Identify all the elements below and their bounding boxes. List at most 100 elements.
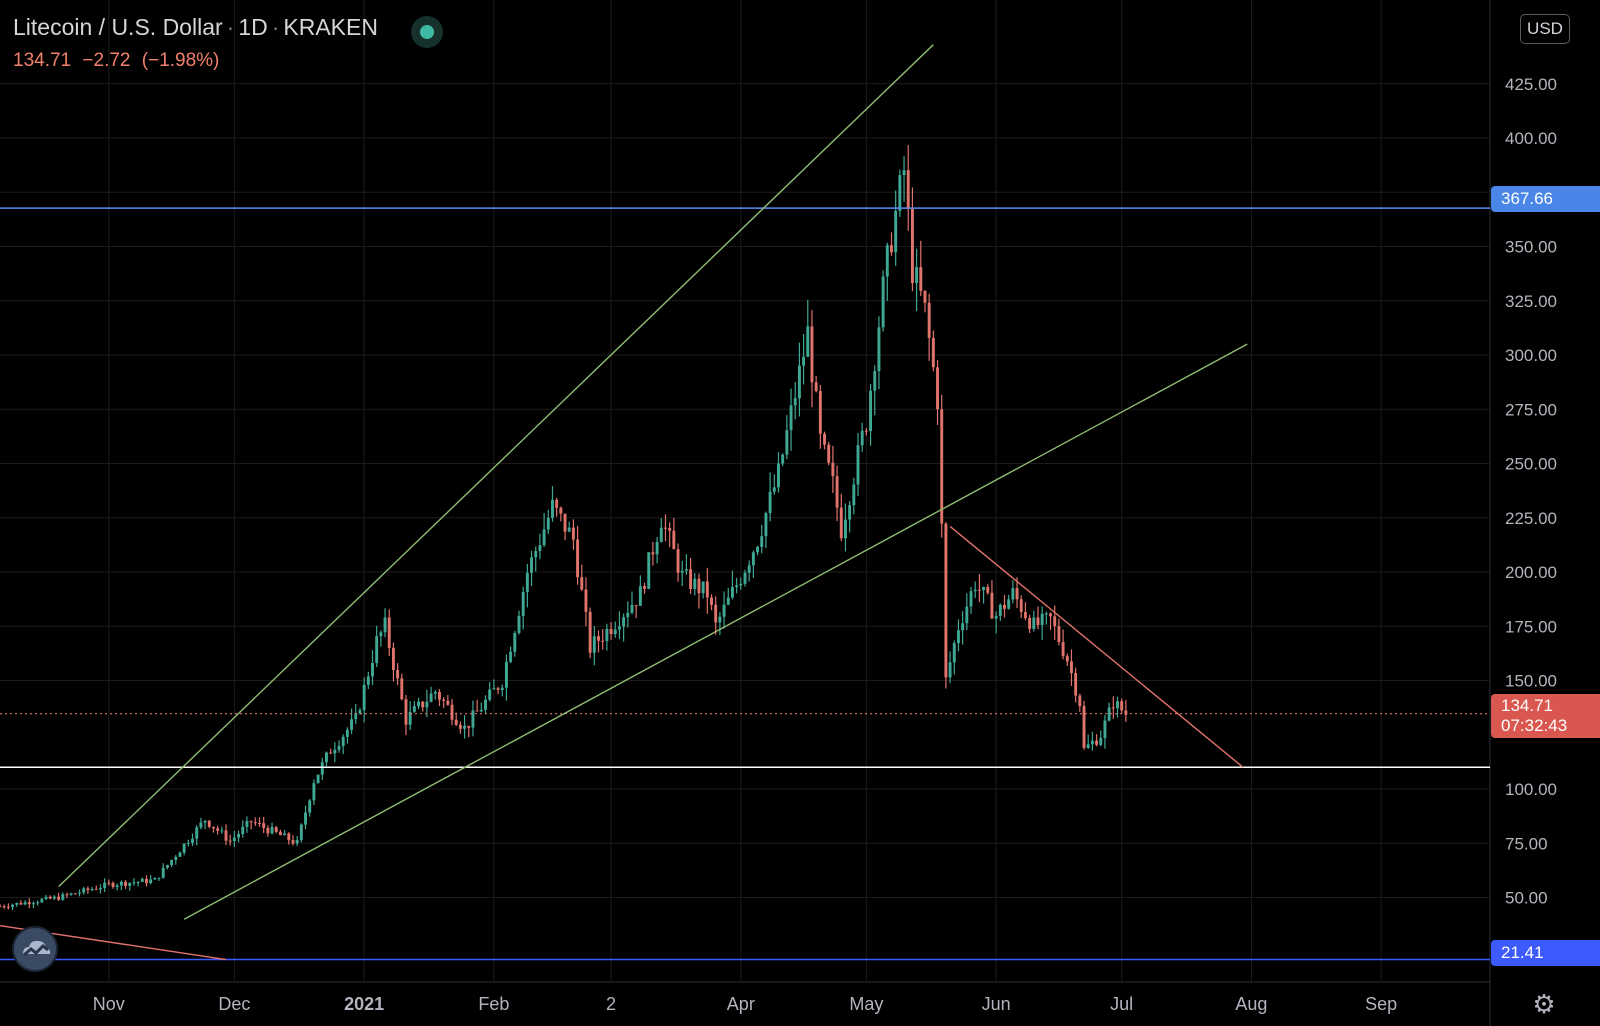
candle-body [341, 736, 345, 747]
candle-body [438, 691, 441, 700]
candle-body [651, 552, 655, 555]
candle-body [90, 889, 94, 891]
candle-body [567, 527, 571, 532]
x-tick-label: Apr [727, 994, 755, 1014]
candle-body [982, 587, 986, 590]
candle-body [927, 302, 931, 338]
symbol-header[interactable]: Litecoin / U.S. Dollar · 1D · KRAKEN [13, 14, 378, 41]
candle-body [647, 552, 651, 589]
candle-body [1053, 616, 1057, 627]
candle-body [517, 615, 521, 634]
candle-body [546, 517, 550, 530]
candle-body [375, 636, 379, 664]
candle-body [140, 878, 144, 882]
candle-body [885, 245, 889, 277]
candle-body [270, 827, 274, 834]
candle-body [898, 175, 902, 211]
candle-body [601, 640, 605, 642]
price-quote: 134.71 −2.72 (−1.98%) [13, 50, 225, 72]
symbol-name: Litecoin / U.S. Dollar [13, 14, 223, 40]
candle-body [902, 170, 906, 176]
candle-body [881, 276, 885, 328]
candle-body [718, 616, 722, 623]
candle-body [396, 670, 400, 679]
candle-body [1099, 738, 1103, 745]
candle-body [785, 430, 789, 455]
candle-body [1103, 720, 1107, 739]
candle-body [241, 826, 245, 834]
candle-body [643, 586, 647, 589]
candle-body [509, 651, 513, 662]
interval-label[interactable]: 1D [238, 14, 268, 40]
candle-body [94, 889, 98, 891]
candle-body [86, 888, 90, 890]
candle-body [1082, 706, 1086, 748]
y-tick-label: 100.00 [1505, 780, 1557, 799]
candle-body [1023, 612, 1027, 619]
candle-body [504, 661, 508, 688]
candle-body [170, 859, 174, 865]
candle-body [823, 433, 826, 445]
candle-body [1095, 740, 1099, 745]
candle-body [559, 507, 563, 514]
candle-body [191, 838, 194, 843]
y-tick-label: 400.00 [1505, 129, 1557, 148]
candle-body [1065, 656, 1069, 662]
candle-body [563, 513, 567, 532]
candle-body [0, 906, 2, 908]
candle-body [6, 906, 10, 908]
candle-body [726, 597, 730, 605]
candle-body [684, 569, 688, 571]
candle-body [245, 821, 249, 827]
candle-body [873, 371, 877, 391]
candle-body [998, 604, 1002, 616]
candle-body [588, 611, 592, 653]
candle-body [19, 902, 23, 905]
candle-body [831, 462, 835, 477]
candle-body [65, 894, 69, 896]
candle-body [751, 552, 755, 566]
resistance-price-label: 367.66 [1491, 186, 1600, 212]
trendline [58, 44, 934, 888]
candle-body [814, 382, 818, 392]
candle-body [571, 527, 575, 540]
candle-body [442, 699, 446, 701]
candle-body [936, 367, 939, 410]
candle-body [919, 267, 923, 291]
candle-body [23, 902, 27, 905]
candle-body [772, 487, 776, 492]
candle-body [107, 882, 111, 884]
candle-body [32, 903, 35, 905]
candle-body [664, 527, 667, 529]
x-tick-label: Dec [218, 994, 250, 1014]
x-tick-label: Feb [478, 994, 509, 1014]
candle-body [195, 827, 199, 839]
candle-body [894, 210, 898, 253]
candle-body [555, 499, 559, 508]
candle-body [274, 827, 278, 832]
currency-button[interactable]: USD [1520, 14, 1570, 44]
candle-body [345, 729, 349, 737]
trendline [183, 343, 1248, 920]
y-tick-label: 325.00 [1505, 292, 1557, 311]
candle-body [178, 852, 182, 857]
candle-body [216, 828, 220, 831]
candle-body [592, 636, 596, 653]
candle-body [676, 549, 680, 573]
y-tick-label: 350.00 [1505, 238, 1557, 257]
candle-body [735, 585, 739, 588]
candle-body [940, 409, 944, 524]
last-price-label: 134.71 07:32:43 [1491, 694, 1600, 738]
gear-icon[interactable]: ⚙ [1532, 989, 1556, 1019]
candle-body [848, 505, 852, 520]
candle-body [973, 589, 977, 592]
candle-body [923, 290, 927, 303]
candle-body [278, 831, 282, 836]
candle-body [530, 557, 534, 573]
candle-body [299, 824, 303, 840]
tradingview-cloud-icon[interactable] [12, 926, 58, 972]
candle-body [366, 676, 370, 685]
candle-body [450, 704, 454, 720]
candle-body [496, 688, 500, 690]
